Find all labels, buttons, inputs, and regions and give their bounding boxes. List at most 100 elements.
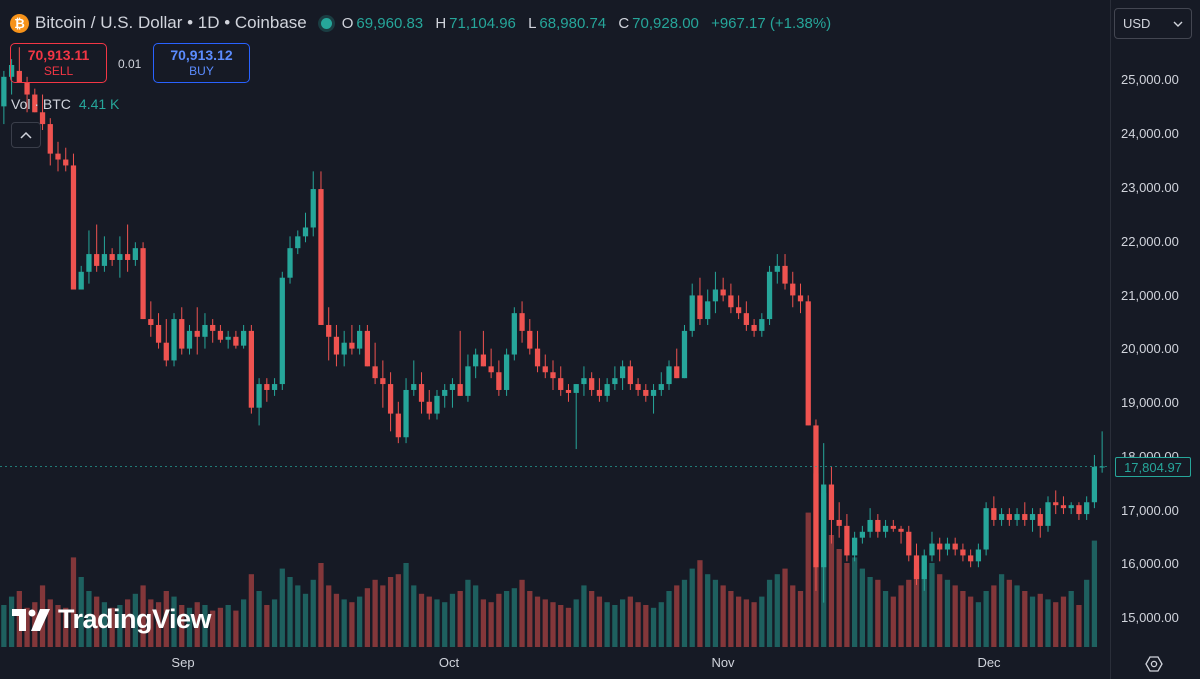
collapse-legend-button[interactable] <box>11 122 41 148</box>
volume-bar <box>867 577 873 647</box>
volume-bar <box>101 602 108 647</box>
candle-body <box>519 313 525 331</box>
candle-body <box>295 236 301 249</box>
volume-bar <box>782 568 788 647</box>
candle-body <box>705 301 711 320</box>
volume-bar <box>1060 596 1067 647</box>
candle-body <box>906 531 912 556</box>
volume-bar <box>604 602 610 647</box>
candle-body <box>8 64 15 77</box>
candle-body <box>140 248 146 320</box>
volume-bar <box>674 585 680 647</box>
candle-body <box>233 336 239 346</box>
candle-body <box>434 395 440 414</box>
time-axis-label: Oct <box>438 655 460 670</box>
candle-body <box>666 366 672 385</box>
price-axis-label: 25,000.00 <box>1121 72 1179 87</box>
sell-button[interactable]: 70,913.11 SELL <box>10 43 107 83</box>
candle-body <box>681 330 688 379</box>
candle-body <box>743 313 749 325</box>
candle-body <box>1006 514 1012 520</box>
candle-body <box>952 543 958 550</box>
candle-body <box>171 319 177 361</box>
volume-bar <box>898 585 904 647</box>
candle-body <box>674 366 680 379</box>
buy-button[interactable]: 70,913.12 BUY <box>153 43 250 83</box>
volume-bar <box>705 574 711 647</box>
candle-body <box>109 254 115 260</box>
volume-bar <box>589 591 595 647</box>
volume-bar <box>1091 540 1098 647</box>
close-key: C <box>618 14 630 32</box>
volume-label: Vol · BTC <box>11 96 71 112</box>
volume-bar <box>310 579 316 647</box>
symbol-header: ₿ Bitcoin / U.S. Dollar • 1D • Coinbase … <box>10 13 834 33</box>
volume-bar <box>279 568 285 647</box>
volume-bar <box>271 599 278 647</box>
volume-bar <box>828 535 835 647</box>
price-axis-label: 16,000.00 <box>1121 556 1179 571</box>
volume-bar <box>194 602 200 647</box>
volume-bar <box>650 607 657 647</box>
volume-bar <box>944 579 951 647</box>
candle-body <box>179 319 185 349</box>
volume-bar <box>774 574 780 647</box>
candle-body <box>225 336 231 340</box>
candle-body <box>418 384 425 402</box>
volume-bar <box>875 579 881 647</box>
volume-bar <box>1 605 7 647</box>
candle-body <box>650 389 657 396</box>
chevron-down-icon <box>1173 21 1183 27</box>
volume-bar <box>735 596 742 647</box>
candle-body <box>728 295 734 308</box>
candle-body <box>898 528 904 532</box>
candle-body <box>372 366 378 379</box>
currency-selector[interactable]: USD <box>1114 8 1192 39</box>
volume-bar <box>86 591 92 647</box>
logo-text: TradingView <box>58 604 212 634</box>
volume-bar <box>256 591 262 647</box>
candle-body <box>488 366 494 373</box>
price-chart[interactable] <box>0 0 1110 647</box>
low-key: L <box>528 14 537 32</box>
volume-bar <box>387 577 394 647</box>
price-axis-label: 20,000.00 <box>1121 341 1179 356</box>
candle-body <box>403 389 409 438</box>
symbol-title[interactable]: Bitcoin / U.S. Dollar • 1D • Coinbase <box>35 13 307 32</box>
candle-body <box>94 254 100 266</box>
candle-body <box>604 384 610 396</box>
spread-value: 0.01 <box>118 57 142 71</box>
candle-body <box>1029 514 1036 520</box>
volume-bar <box>426 596 432 647</box>
chart-settings-button[interactable] <box>1144 654 1164 674</box>
volume-bar <box>844 563 850 647</box>
volume-bar <box>70 557 77 647</box>
volume-bar <box>117 605 123 647</box>
candle-body <box>163 342 169 361</box>
volume-bar <box>449 593 456 647</box>
candle-body <box>944 543 951 550</box>
price-axis-label: 15,000.00 <box>1121 610 1179 625</box>
volume-bar <box>689 568 695 647</box>
candle-body <box>380 378 386 385</box>
volume-bar <box>318 563 324 647</box>
volume-bar <box>766 579 773 647</box>
candle-body <box>411 384 417 390</box>
candle-body <box>349 342 355 349</box>
candle-body <box>697 295 703 320</box>
volume-bar <box>47 599 53 647</box>
chevron-up-icon <box>20 131 32 139</box>
candle-body <box>712 289 719 302</box>
candle-body <box>859 531 866 538</box>
candle-body <box>39 112 46 125</box>
candle-body <box>542 366 548 373</box>
candle-body <box>333 336 340 355</box>
candle-body <box>395 413 401 438</box>
candle-body <box>1037 514 1043 526</box>
volume-bar <box>952 585 958 647</box>
volume-bar <box>132 593 138 647</box>
candle-body <box>55 153 61 160</box>
volume-bar <box>1006 579 1012 647</box>
candle-body <box>47 124 53 154</box>
volume-legend[interactable]: Vol · BTC 4.41 K <box>11 96 119 112</box>
